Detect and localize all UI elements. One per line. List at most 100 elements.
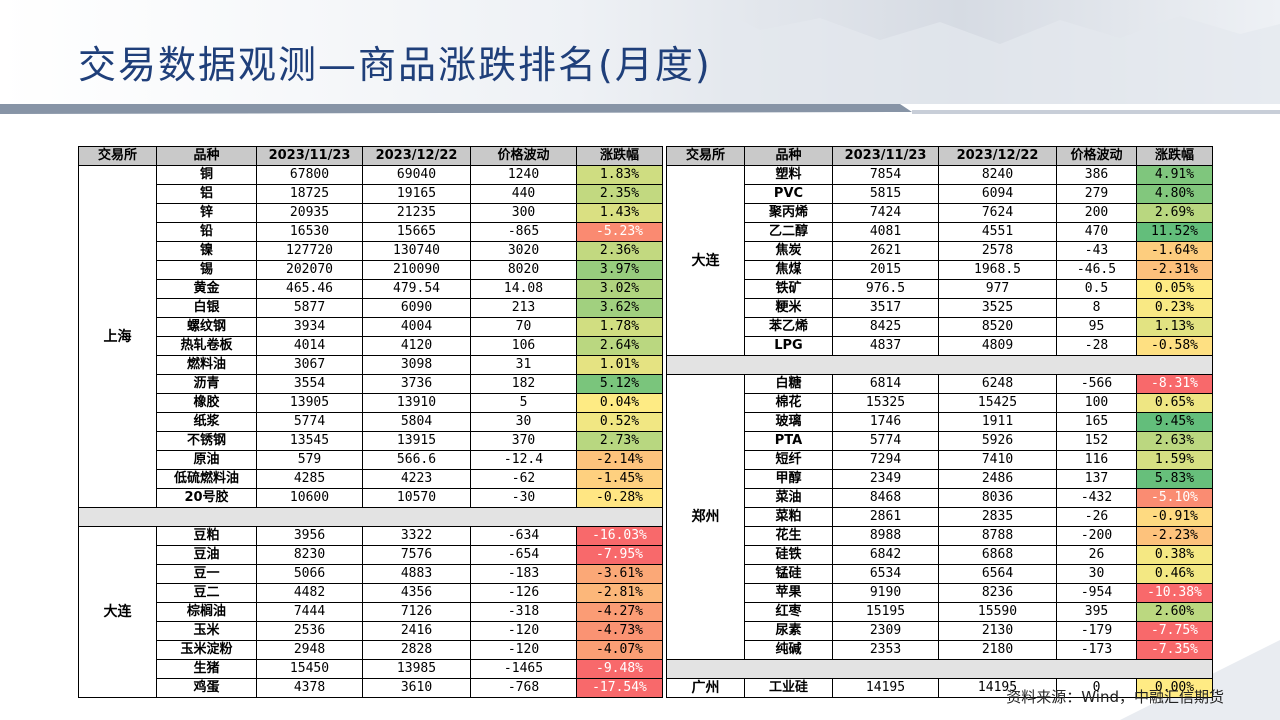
price-change: -1465 <box>470 659 577 679</box>
price-end: 6868 <box>938 545 1057 565</box>
price-end: 130740 <box>362 241 471 261</box>
price-end: 1911 <box>938 412 1057 432</box>
price-change: -46.5 <box>1056 260 1137 280</box>
commodity-name: 锌 <box>156 203 257 223</box>
price-change: 95 <box>1056 317 1137 337</box>
price-start: 2015 <box>832 260 939 280</box>
table-row: 短纤 7294 7410 116 1.59% <box>667 450 1213 470</box>
price-start: 465.46 <box>256 279 363 299</box>
table-row: 苹果 9190 8236 -954 -10.38% <box>667 583 1213 603</box>
price-change: 116 <box>1056 450 1137 470</box>
table-row: 硅铁 6842 6868 26 0.38% <box>667 545 1213 565</box>
price-end: 210090 <box>362 260 471 280</box>
price-start: 9190 <box>832 583 939 603</box>
percent-change: 5.83% <box>1136 469 1213 489</box>
price-change: 106 <box>470 336 577 356</box>
table-row: 铁矿 976.5 977 0.5 0.05% <box>667 279 1213 299</box>
column-header: 交易所 <box>78 146 157 166</box>
price-change: 3020 <box>470 241 577 261</box>
percent-change: 2.60% <box>1136 602 1213 622</box>
table-row: 豆二 4482 4356 -126 -2.81% <box>79 583 663 603</box>
section-separator <box>666 659 1213 679</box>
commodity-name: 菜粕 <box>744 507 833 527</box>
commodity-name: 橡胶 <box>156 393 257 413</box>
price-start: 976.5 <box>832 279 939 299</box>
column-header: 价格波动 <box>470 146 577 166</box>
commodity-name: 螺纹钢 <box>156 317 257 337</box>
percent-change: 0.05% <box>1136 279 1213 299</box>
price-change: -173 <box>1056 640 1137 660</box>
price-end: 21235 <box>362 203 471 223</box>
table-row: 大连 豆粕 3956 3322 -634 -16.03% <box>78 526 663 698</box>
price-start: 4837 <box>832 336 939 356</box>
commodity-name: 乙二醇 <box>744 222 833 242</box>
price-start: 8230 <box>256 545 363 565</box>
exchange-cell: 郑州 <box>666 374 745 660</box>
right-table: 交易所 品种 2023/11/23 2023/12/22 价格波动 涨跌幅 大连 塑料 785… <box>666 146 1213 698</box>
column-header: 品种 <box>156 146 257 166</box>
price-end: 4551 <box>938 222 1057 242</box>
price-start: 5815 <box>832 184 939 204</box>
price-change: 1240 <box>470 165 577 185</box>
table-row: 锌 20935 21235 300 1.43% <box>79 203 663 223</box>
percent-change: -5.23% <box>576 222 663 242</box>
price-change: -120 <box>470 640 577 660</box>
price-end: 3736 <box>362 374 471 394</box>
table-row: 燃料油 3067 3098 31 1.01% <box>79 355 663 375</box>
price-start: 8468 <box>832 488 939 508</box>
price-end: 4004 <box>362 317 471 337</box>
table-row: 粳米 3517 3525 8 0.23% <box>667 298 1213 318</box>
price-start: 4081 <box>832 222 939 242</box>
percent-change: 11.52% <box>1136 222 1213 242</box>
price-end: 8520 <box>938 317 1057 337</box>
table-row: 玉米淀粉 2948 2828 -120 -4.07% <box>79 640 663 660</box>
commodity-name: 纸浆 <box>156 412 257 432</box>
price-end: 4223 <box>362 469 471 489</box>
header-decoration <box>0 0 1280 114</box>
price-start: 4378 <box>256 678 363 698</box>
price-start: 4014 <box>256 336 363 356</box>
percent-change: 1.13% <box>1136 317 1213 337</box>
price-change: 14.08 <box>470 279 577 299</box>
price-change: 30 <box>470 412 577 432</box>
price-end: 13915 <box>362 431 471 451</box>
price-change: -566 <box>1056 374 1137 394</box>
table-row: 螺纹钢 3934 4004 70 1.78% <box>79 317 663 337</box>
page-title: 交易数据观测—商品涨跌排名(月度) <box>78 43 712 87</box>
price-change: 70 <box>470 317 577 337</box>
commodity-name: 苯乙烯 <box>744 317 833 337</box>
column-header: 2023/12/22 <box>362 146 471 166</box>
table-row: 沥青 3554 3736 182 5.12% <box>79 374 663 394</box>
commodity-name: 粳米 <box>744 298 833 318</box>
column-header: 交易所 <box>666 146 745 166</box>
price-change: 31 <box>470 355 577 375</box>
commodity-name: 铝 <box>156 184 257 204</box>
price-change: 200 <box>1056 203 1137 223</box>
price-change: -865 <box>470 222 577 242</box>
commodity-name: 纯碱 <box>744 640 833 660</box>
price-change: 165 <box>1056 412 1137 432</box>
price-start: 5877 <box>256 298 363 318</box>
price-start: 8425 <box>832 317 939 337</box>
price-end: 4356 <box>362 583 471 603</box>
percent-change: 0.52% <box>576 412 663 432</box>
commodity-name: 燃料油 <box>156 355 257 375</box>
percent-change: -4.07% <box>576 640 663 660</box>
percent-change: 1.43% <box>576 203 663 223</box>
price-end: 977 <box>938 279 1057 299</box>
price-end: 4809 <box>938 336 1057 356</box>
price-change: 386 <box>1056 165 1137 185</box>
price-end: 6248 <box>938 374 1057 394</box>
price-start: 7444 <box>256 602 363 622</box>
price-end: 15665 <box>362 222 471 242</box>
price-start: 10600 <box>256 488 363 508</box>
exchange-cell: 大连 <box>666 165 745 356</box>
price-start: 3554 <box>256 374 363 394</box>
table-row: 不锈钢 13545 13915 370 2.73% <box>79 431 663 451</box>
price-end: 6564 <box>938 564 1057 584</box>
table-row: 豆油 8230 7576 -654 -7.95% <box>79 545 663 565</box>
separator-cell <box>666 659 1213 679</box>
commodity-name: PTA <box>744 431 833 451</box>
price-start: 13545 <box>256 431 363 451</box>
